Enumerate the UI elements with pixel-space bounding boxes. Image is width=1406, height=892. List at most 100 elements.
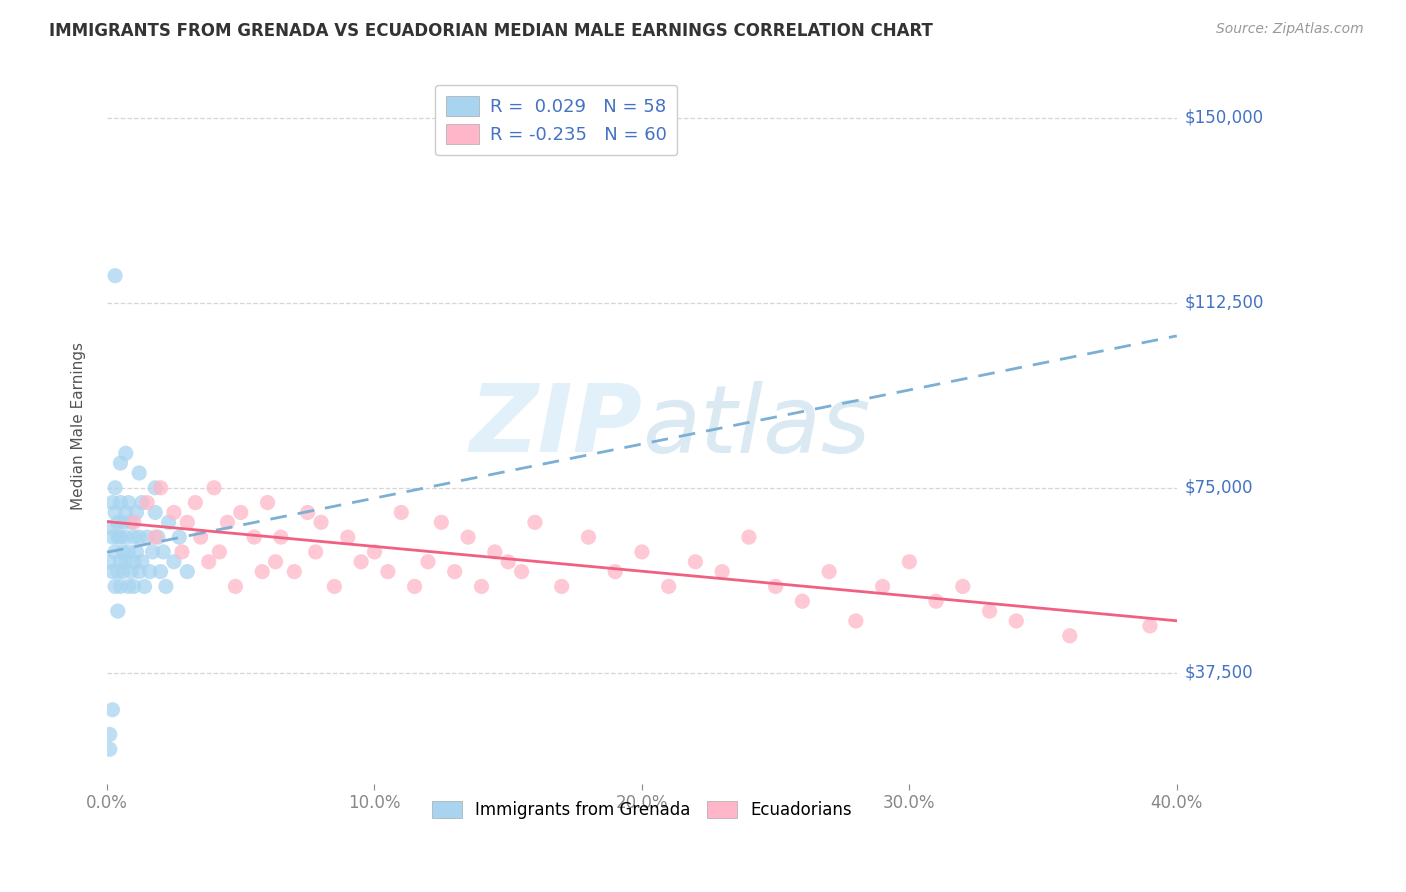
Point	[979, 604, 1001, 618]
Point	[131, 555, 153, 569]
Text: $150,000: $150,000	[1185, 109, 1264, 127]
Point	[128, 530, 150, 544]
Point	[1139, 619, 1161, 633]
Point	[170, 545, 193, 559]
Point	[163, 505, 186, 519]
Point	[101, 495, 124, 509]
Point	[139, 565, 162, 579]
Point	[122, 516, 145, 530]
Point	[157, 516, 180, 530]
Point	[256, 495, 278, 509]
Point	[122, 530, 145, 544]
Text: IMMIGRANTS FROM GRENADA VS ECUADORIAN MEDIAN MALE EARNINGS CORRELATION CHART: IMMIGRANTS FROM GRENADA VS ECUADORIAN ME…	[49, 22, 934, 40]
Point	[136, 495, 159, 509]
Text: $112,500: $112,500	[1185, 293, 1264, 312]
Point	[685, 555, 707, 569]
Point	[104, 268, 127, 283]
Point	[309, 516, 332, 530]
Point	[243, 530, 266, 544]
Point	[107, 565, 129, 579]
Text: $75,000: $75,000	[1185, 479, 1254, 497]
Point	[104, 545, 127, 559]
Point	[711, 565, 734, 579]
Point	[110, 530, 132, 544]
Point	[117, 495, 139, 509]
Point	[176, 565, 198, 579]
Point	[765, 579, 787, 593]
Point	[143, 481, 166, 495]
Point	[1005, 614, 1028, 628]
Point	[98, 727, 121, 741]
Point	[845, 614, 868, 628]
Point	[120, 516, 142, 530]
Point	[110, 555, 132, 569]
Point	[98, 520, 121, 534]
Point	[125, 505, 148, 519]
Point	[250, 565, 273, 579]
Point	[149, 565, 172, 579]
Point	[152, 545, 174, 559]
Point	[122, 555, 145, 569]
Point	[176, 516, 198, 530]
Point	[430, 516, 453, 530]
Point	[510, 565, 533, 579]
Point	[104, 505, 127, 519]
Point	[101, 565, 124, 579]
Point	[631, 545, 654, 559]
Point	[155, 579, 177, 593]
Point	[169, 530, 191, 544]
Point	[98, 742, 121, 756]
Point	[305, 545, 328, 559]
Point	[104, 481, 127, 495]
Point	[128, 466, 150, 480]
Point	[496, 555, 519, 569]
Point	[377, 565, 399, 579]
Point	[114, 446, 136, 460]
Point	[141, 545, 163, 559]
Point	[792, 594, 814, 608]
Point	[122, 579, 145, 593]
Point	[107, 516, 129, 530]
Point	[128, 565, 150, 579]
Point	[470, 579, 492, 593]
Point	[202, 481, 225, 495]
Point	[163, 555, 186, 569]
Point	[229, 505, 252, 519]
Point	[107, 530, 129, 544]
Point	[270, 530, 292, 544]
Point	[350, 555, 373, 569]
Point	[110, 495, 132, 509]
Point	[323, 579, 346, 593]
Point	[336, 530, 359, 544]
Point	[131, 495, 153, 509]
Point	[738, 530, 761, 544]
Point	[120, 565, 142, 579]
Point	[925, 594, 948, 608]
Point	[114, 505, 136, 519]
Point	[389, 505, 412, 519]
Point	[112, 545, 135, 559]
Point	[190, 530, 212, 544]
Point	[149, 481, 172, 495]
Point	[484, 545, 506, 559]
Y-axis label: Median Male Earnings: Median Male Earnings	[72, 343, 86, 510]
Point	[578, 530, 600, 544]
Point	[110, 579, 132, 593]
Point	[872, 579, 894, 593]
Point	[283, 565, 305, 579]
Point	[363, 545, 385, 559]
Text: atlas: atlas	[643, 381, 870, 472]
Point	[818, 565, 841, 579]
Point	[404, 579, 426, 593]
Point	[457, 530, 479, 544]
Text: $37,500: $37,500	[1185, 664, 1254, 681]
Point	[114, 555, 136, 569]
Point	[217, 516, 239, 530]
Point	[1059, 629, 1081, 643]
Point	[146, 530, 169, 544]
Point	[98, 555, 121, 569]
Point	[114, 530, 136, 544]
Point	[101, 530, 124, 544]
Point	[136, 530, 159, 544]
Point	[605, 565, 627, 579]
